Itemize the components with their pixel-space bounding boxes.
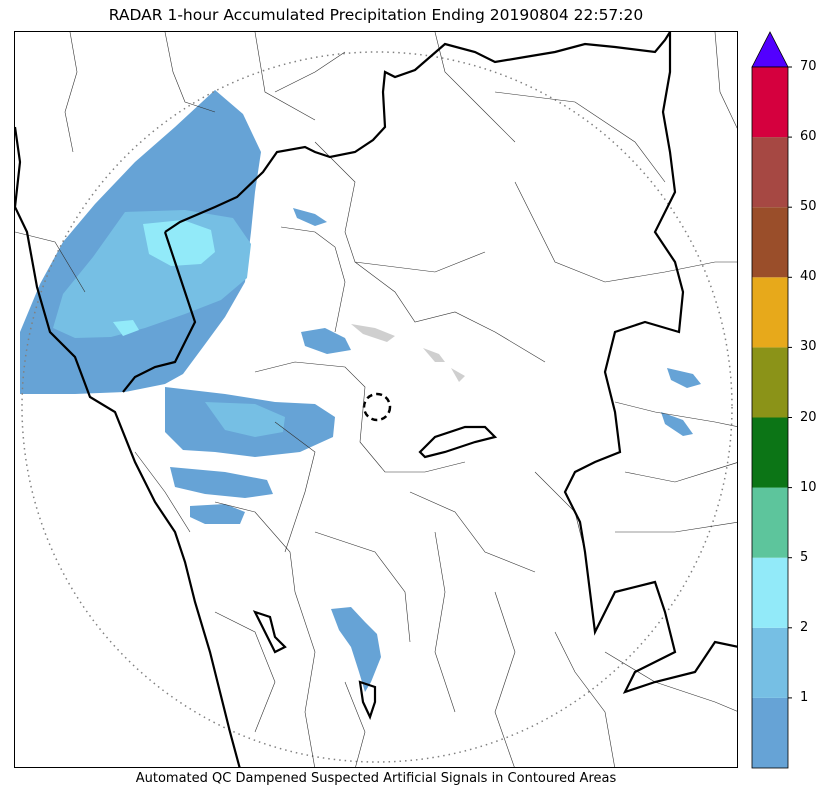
map-canvas: [15, 32, 737, 767]
map-footer-note: Automated QC Dampened Suspected Artifici…: [135, 771, 617, 786]
colorbar-extend-max: [751, 31, 789, 68]
colorbar-bin: [752, 697, 788, 768]
precip-echo-center: [301, 328, 351, 354]
colorbar-tick-label: 20: [800, 409, 817, 425]
colorbar-bin: [752, 417, 788, 488]
colorbar-tick-label: 30: [800, 339, 817, 355]
colorbar-bin: [752, 557, 788, 628]
colorbar-tick-label: 5: [800, 549, 809, 565]
colorbar-tick-label: 70: [800, 59, 817, 74]
colorbar-bin: [752, 67, 788, 138]
colorbar-tick-label: 2: [800, 619, 809, 635]
colorbar-tick-label: 60: [800, 129, 817, 145]
map-title: RADAR 1-hour Accumulated Precipitation E…: [108, 6, 644, 24]
colorbar-bin: [752, 277, 788, 348]
colorbar-tick-label: 10: [800, 479, 817, 495]
colorbar-tick-label: 40: [800, 269, 817, 285]
precip-echo-band-inner: [205, 402, 285, 437]
colorbar-tick-label: 50: [800, 199, 817, 215]
colorbar-canvas: [751, 31, 792, 769]
precip-echo-core: [143, 220, 215, 266]
precip-echo-north: [293, 208, 327, 226]
precip-layer-5mm: [113, 220, 215, 336]
colorbar: [751, 31, 792, 769]
coastline: [15, 126, 241, 767]
precip-echo-east-2: [661, 412, 693, 436]
precip-echo-band-2: [170, 467, 273, 498]
colorbar-bin: [752, 627, 788, 698]
state-boundaries: [15, 32, 737, 767]
radar-site-marker: [362, 392, 392, 422]
precip-echo-core-2: [113, 320, 139, 336]
precip-layer-1mm: [20, 90, 701, 692]
colorbar-bin: [752, 207, 788, 278]
colorbar-bin: [752, 347, 788, 418]
qc-dampened-signals: [351, 324, 465, 382]
precip-echo-east-1: [667, 368, 701, 388]
radar-range-ring: [21, 51, 733, 763]
colorbar-tick-label: 1: [800, 689, 809, 705]
colorbar-bin: [752, 137, 788, 208]
precip-echo-south: [331, 607, 381, 692]
precip-echo-band-3: [190, 504, 245, 524]
radar-map[interactable]: [14, 31, 738, 768]
colorbar-bin: [752, 487, 788, 558]
